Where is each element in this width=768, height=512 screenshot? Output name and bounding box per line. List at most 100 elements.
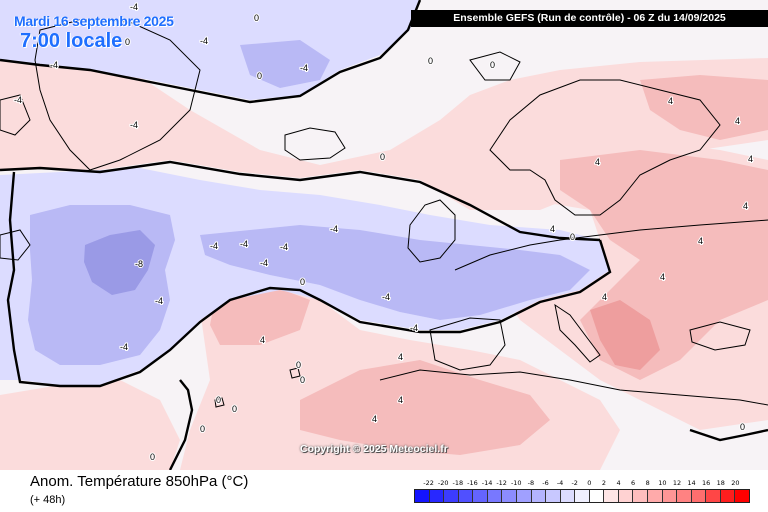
- zero-line-mid-atlantic: [6, 171, 612, 388]
- colorbar-tick-label: 20: [731, 479, 740, 487]
- contour-label: -4: [210, 241, 218, 251]
- colorbar-cell: [429, 490, 445, 502]
- zero-contours: [0, 0, 768, 470]
- warm-anomaly-balkans: [590, 300, 660, 370]
- colorbar: [414, 489, 750, 503]
- colorbar-cell: [662, 490, 678, 502]
- colorbar-tick-label: 16: [702, 479, 711, 487]
- warm-anomaly-sahara-core: [300, 360, 550, 455]
- colorbar-cell: [546, 490, 561, 502]
- cold-anomaly-core: [84, 230, 155, 295]
- coast-greenland: [34, 19, 201, 171]
- coastlines: [0, 19, 768, 408]
- contour-label: 4: [698, 236, 703, 246]
- contour-label: 0: [300, 277, 305, 287]
- contour-label: -4: [240, 239, 248, 249]
- colorbar-tick-label: 0: [587, 479, 592, 487]
- colorbar-tick-label: 14: [687, 479, 696, 487]
- colorbar-cell: [706, 490, 721, 502]
- contour-label: 0: [570, 232, 575, 242]
- colorbar-cell: [633, 490, 648, 502]
- contour-label: 0: [296, 360, 301, 370]
- colorbar-cell: [691, 490, 707, 502]
- forecast-date: Mardi 16 septembre 2025: [14, 13, 174, 29]
- coast-iberia: [429, 317, 506, 371]
- colorbar-tick-label: 8: [645, 479, 650, 487]
- contour-labels: 0 0 0 0 0 0 0 0 0 0 0 0 0 0 0 -4 -4 -4 -4 -4 -4 -4 -4 -4 -4 -4 -4 -…: [13, 1, 754, 463]
- coast-iceland: [284, 127, 346, 161]
- contour-label: 4: [668, 96, 673, 106]
- coast-italy: [554, 303, 601, 363]
- contour-label: -8: [135, 259, 143, 269]
- contour-label: -4: [130, 120, 138, 130]
- colorbar-cell: [575, 490, 590, 502]
- contour-label: 4: [372, 414, 377, 424]
- coast-svalbard: [469, 51, 521, 81]
- colorbar-cell: [458, 490, 474, 502]
- contour-label: -4: [260, 258, 268, 268]
- contour-label: 4: [602, 292, 607, 302]
- colorbar-cell: [487, 490, 503, 502]
- colorbar-tick-label: -22: [423, 479, 434, 487]
- lead-time-label: (+ 48h): [30, 494, 66, 506]
- coast-baffin: [0, 94, 31, 136]
- contour-label: 4: [260, 335, 265, 345]
- colorbar-tick-label: 18: [716, 479, 725, 487]
- contour-label: 0: [232, 404, 237, 414]
- colorbar-cell: [473, 490, 488, 502]
- contour-label: 4: [550, 224, 555, 234]
- contour-label: 0: [428, 56, 433, 66]
- colorbar-tick-label: -16: [467, 479, 478, 487]
- colorbar-tick-label: 10: [658, 479, 667, 487]
- contour-label: -4: [330, 224, 338, 234]
- contour-label: 0: [216, 395, 221, 405]
- zero-line-north-atlantic: [0, 160, 601, 242]
- contour-label: 4: [748, 154, 753, 164]
- warm-anomaly-atlantic-south: [210, 285, 310, 345]
- colorbar-cell: [677, 490, 692, 502]
- colorbar-cell: [560, 490, 576, 502]
- contour-label: 0: [125, 37, 130, 47]
- colorbar-cell: [516, 490, 532, 502]
- coast-europe-mainland: [454, 219, 768, 271]
- colorbar-tick-label: 4: [616, 479, 621, 487]
- zero-line-south: [168, 379, 194, 470]
- colorbar-tick-label: -10: [510, 479, 522, 487]
- contour-label: 0: [254, 13, 259, 23]
- contour-label: 0: [150, 452, 155, 462]
- colorbar-tick-label: -12: [496, 479, 507, 487]
- cold-anomaly-europe: [200, 225, 590, 320]
- colorbar-tick-label: -20: [437, 479, 449, 487]
- forecast-local-time: 7:00 locale: [20, 30, 123, 52]
- contour-label: -4: [50, 60, 58, 70]
- zero-line-arctic: [0, 0, 422, 104]
- contour-label: 0: [257, 71, 262, 81]
- map-footer: Anom. Température 850hPa (°C) (+ 48h) -2…: [0, 470, 768, 512]
- parameter-label: Anom. Température 850hPa (°C): [30, 473, 249, 490]
- contour-label: 4: [398, 352, 403, 362]
- contour-label: 0: [380, 152, 385, 162]
- coast-canaries: [289, 367, 301, 379]
- colorbar-tick-label: -6: [542, 479, 549, 487]
- colorbar-tick-label: -2: [571, 479, 578, 487]
- contour-label: -4: [382, 292, 390, 302]
- contour-label: -4: [280, 242, 288, 252]
- coast-scandinavia: [489, 79, 721, 216]
- colorbar-cell: [604, 490, 619, 502]
- colorbar-tick-label: -4: [556, 479, 564, 487]
- coast-british-isles: [407, 199, 456, 263]
- colorbar-cell: [589, 490, 605, 502]
- colorbar-cell: [444, 490, 459, 502]
- colorbar-tick-label: 2: [601, 479, 606, 487]
- temperature-anomaly-map: 0 0 0 0 0 0 0 0 0 0 0 0 0 0 0 -4 -4 -4 -4 -4 -4 -4 -4 -4 -4 -4 -4 -…: [0, 0, 768, 470]
- warm-anomaly-northeast: [640, 75, 768, 140]
- colorbar-tick-label: 6: [631, 479, 636, 487]
- colorbar-ticks: -22 -20 -18 -16 -14 -12 -10 -8 -6 -4 -2 0 2 4 6 8 10 12 14…: [414, 479, 750, 489]
- colorbar-cell: [735, 490, 749, 502]
- contour-label: 4: [595, 157, 600, 167]
- contour-label: -4: [120, 342, 128, 352]
- contour-label: 0: [200, 424, 205, 434]
- colorbar-tick-label: -14: [481, 479, 493, 487]
- contour-label: 0: [300, 375, 305, 385]
